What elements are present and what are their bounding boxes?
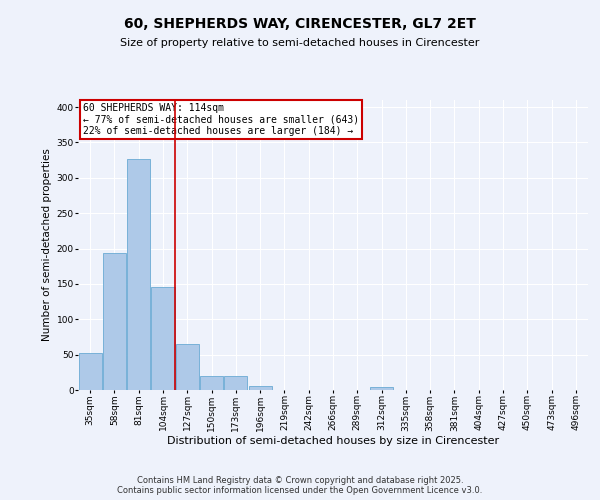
X-axis label: Distribution of semi-detached houses by size in Cirencester: Distribution of semi-detached houses by … (167, 436, 499, 446)
Text: Contains HM Land Registry data © Crown copyright and database right 2025.
Contai: Contains HM Land Registry data © Crown c… (118, 476, 482, 495)
Text: Size of property relative to semi-detached houses in Cirencester: Size of property relative to semi-detach… (121, 38, 479, 48)
Bar (370, 387, 393, 390)
Bar (248, 386, 272, 390)
Bar (200, 376, 223, 390)
Y-axis label: Number of semi-detached properties: Number of semi-detached properties (43, 148, 52, 342)
Text: 60 SHEPHERDS WAY: 114sqm
← 77% of semi-detached houses are smaller (643)
22% of : 60 SHEPHERDS WAY: 114sqm ← 77% of semi-d… (83, 103, 359, 136)
Bar (79, 353, 101, 390)
Text: 60, SHEPHERDS WAY, CIRENCESTER, GL7 2ET: 60, SHEPHERDS WAY, CIRENCESTER, GL7 2ET (124, 18, 476, 32)
Bar (224, 376, 247, 390)
Bar (151, 286, 175, 390)
Bar (103, 254, 126, 390)
Bar (127, 158, 150, 390)
Bar (176, 344, 199, 390)
